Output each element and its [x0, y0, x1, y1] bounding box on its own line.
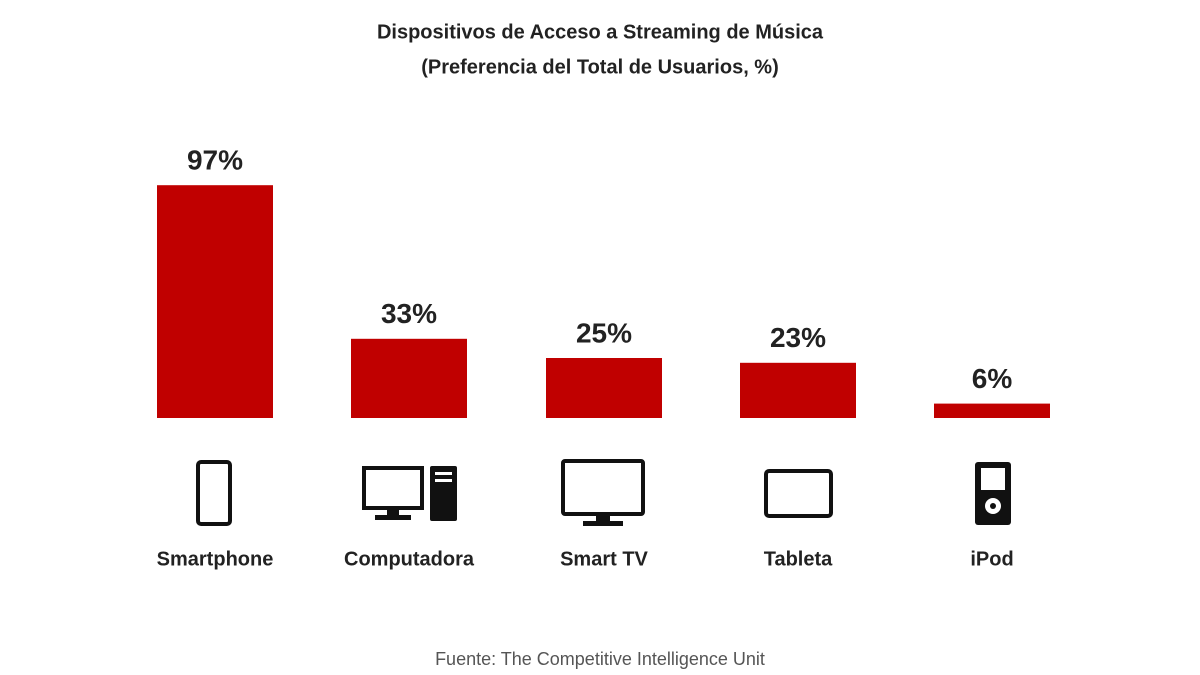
- bar: [157, 185, 273, 418]
- value-label: 25%: [576, 317, 632, 348]
- value-label: 33%: [381, 298, 437, 329]
- monitor-neck: [387, 508, 399, 516]
- tablet-icon: [764, 469, 833, 518]
- bar: [934, 403, 1050, 418]
- chart-title: Dispositivos de Acceso a Streaming de Mú…: [377, 21, 824, 43]
- ipod-screen: [981, 468, 1005, 490]
- chart-subtitle: (Preferencia del Total de Usuarios, %): [421, 56, 779, 78]
- computer-icon: [362, 466, 457, 521]
- tower-slot: [435, 479, 452, 482]
- value-label: 97%: [187, 145, 243, 176]
- category-label: iPod: [970, 548, 1013, 570]
- smartphone-icon: [196, 460, 232, 526]
- bar: [546, 358, 662, 418]
- category-label: Smart TV: [560, 548, 648, 570]
- value-label: 23%: [770, 322, 826, 353]
- ipod-icon: [975, 462, 1011, 525]
- tv-base: [583, 521, 623, 526]
- tv-icon: [561, 459, 645, 526]
- bar: [351, 338, 467, 418]
- value-label: 6%: [972, 363, 1013, 394]
- tv-neck: [596, 514, 610, 522]
- tower-slot: [435, 472, 452, 475]
- monitor-base: [375, 515, 411, 520]
- screen: [561, 459, 645, 516]
- source-note: Fuente: The Competitive Intelligence Uni…: [435, 649, 765, 669]
- bar: [740, 362, 856, 418]
- ipod-button: [990, 503, 996, 509]
- category-label: Tableta: [764, 548, 833, 570]
- category-label: Computadora: [344, 548, 475, 570]
- category-label: Smartphone: [157, 548, 274, 570]
- icons: [196, 459, 1011, 526]
- monitor: [362, 466, 424, 510]
